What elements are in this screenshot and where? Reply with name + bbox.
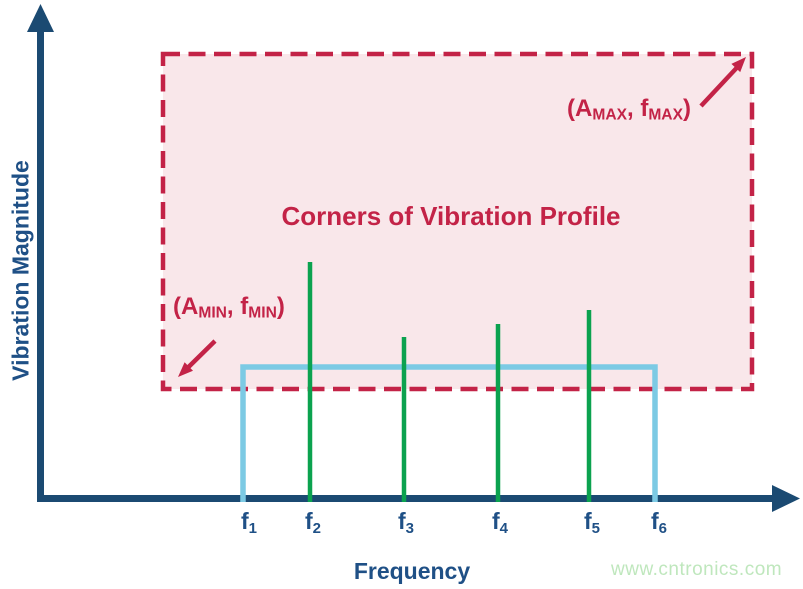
chart-title: Corners of Vibration Profile [281,201,621,231]
tick-label-f1: f1 [240,508,257,537]
annotation-min: (AMIN, fMIN) [173,293,285,322]
x-axis-label: Frequency [353,558,471,584]
watermark: www.cntronics.com [611,559,783,580]
tick-label-f6: f6 [650,508,667,537]
vibration-profile-corner-region [160,51,755,392]
min-arrowhead-icon [178,362,193,377]
annotation-max: (AMAX, fMAX) [567,95,691,124]
y-axis-arrowhead-icon [27,4,54,32]
min-arrow-line [185,339,217,371]
max-arrow-line [699,65,739,108]
tick-label-f2: f2 [304,508,321,537]
tick-label-f5: f5 [583,508,600,537]
tick-label-f3: f3 [397,508,414,537]
y-axis-label: Vibration Magnitude [7,160,34,381]
x-axis-arrowhead-icon [772,485,800,512]
max-arrowhead-icon [731,57,746,73]
tick-label-f4: f4 [491,508,508,537]
flat-profile-envelope [240,364,658,502]
